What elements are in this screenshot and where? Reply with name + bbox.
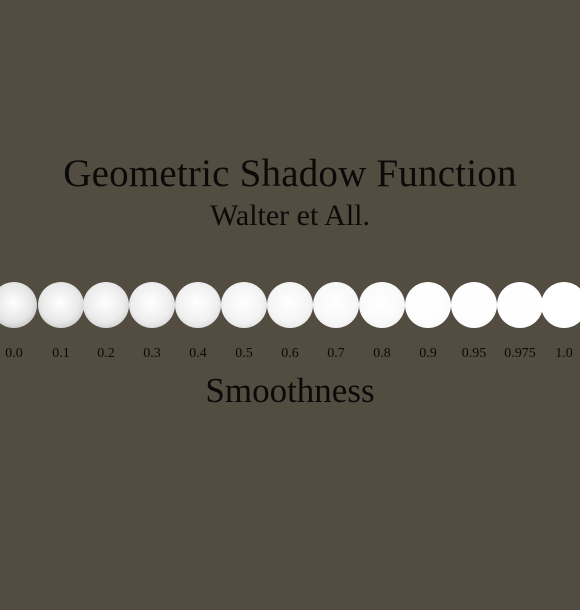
sphere-0.0 [0,282,37,328]
sphere-0.1 [38,282,84,328]
smoothness-label-0.3: 0.3 [143,346,161,361]
smoothness-label-0.4: 0.4 [189,346,207,361]
smoothness-label-0.975: 0.975 [504,346,536,361]
sphere-0.95 [451,282,497,328]
smoothness-label-0.8: 0.8 [373,346,391,361]
smoothness-label-1.0: 1.0 [555,346,573,361]
sphere-0.6 [267,282,313,328]
sphere-0.5 [221,282,267,328]
sphere-0.4 [175,282,221,328]
sphere-0.2 [83,282,129,328]
smoothness-label-0.1: 0.1 [52,346,70,361]
title: Geometric Shadow Function [63,152,517,195]
sphere-0.975 [497,282,543,328]
smoothness-label-0.0: 0.0 [5,346,23,361]
subtitle: Walter et All. [209,199,371,232]
axis-label: Smoothness [205,371,375,410]
sphere-0.3 [129,282,175,328]
sphere-1.0 [541,282,580,328]
smoothness-label-0.5: 0.5 [235,346,253,361]
smoothness-value-labels: 0.0 0.1 0.2 0.3 0.4 0.5 0.6 0.7 0.8 0.9 0.95 0.975 1… [0,345,580,365]
sphere-0.8 [359,282,405,328]
smoothness-label-0.7: 0.7 [327,346,345,361]
smoothness-label-0.95: 0.95 [461,346,487,361]
smoothness-label-0.2: 0.2 [97,346,115,361]
smoothness-label-0.6: 0.6 [281,346,299,361]
sphere-0.7 [313,282,359,328]
sphere-0.9 [405,282,451,328]
smoothness-label-0.9: 0.9 [419,346,437,361]
sphere-row [0,282,580,328]
